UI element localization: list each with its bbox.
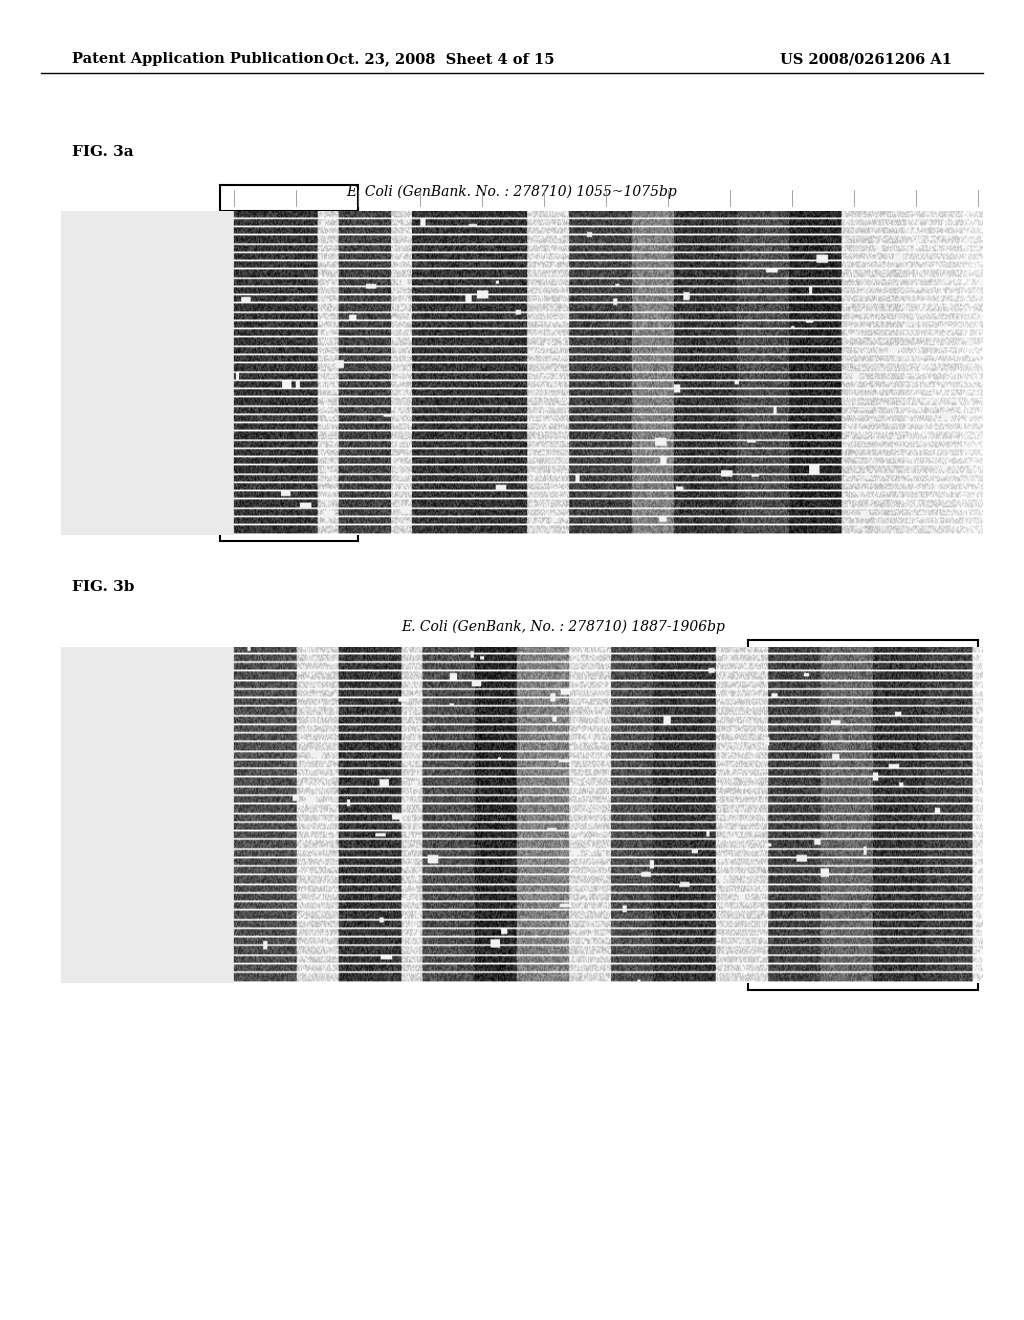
Text: FIG. 3a: FIG. 3a xyxy=(72,145,133,158)
Bar xyxy=(220,515,358,541)
Text: Patent Application Publication: Patent Application Publication xyxy=(72,53,324,66)
Bar xyxy=(748,640,978,990)
Bar xyxy=(220,185,358,211)
Text: Oct. 23, 2008  Sheet 4 of 15: Oct. 23, 2008 Sheet 4 of 15 xyxy=(326,53,555,66)
Text: E. Coli (GenBank, No. : 278710) 1887-1906bp: E. Coli (GenBank, No. : 278710) 1887-190… xyxy=(401,620,725,634)
Text: FIG. 3b: FIG. 3b xyxy=(72,581,134,594)
Text: E. Coli (GenBank. No. : 278710) 1055~1075bp: E. Coli (GenBank. No. : 278710) 1055~107… xyxy=(347,185,677,198)
Text: US 2008/0261206 A1: US 2008/0261206 A1 xyxy=(780,53,952,66)
